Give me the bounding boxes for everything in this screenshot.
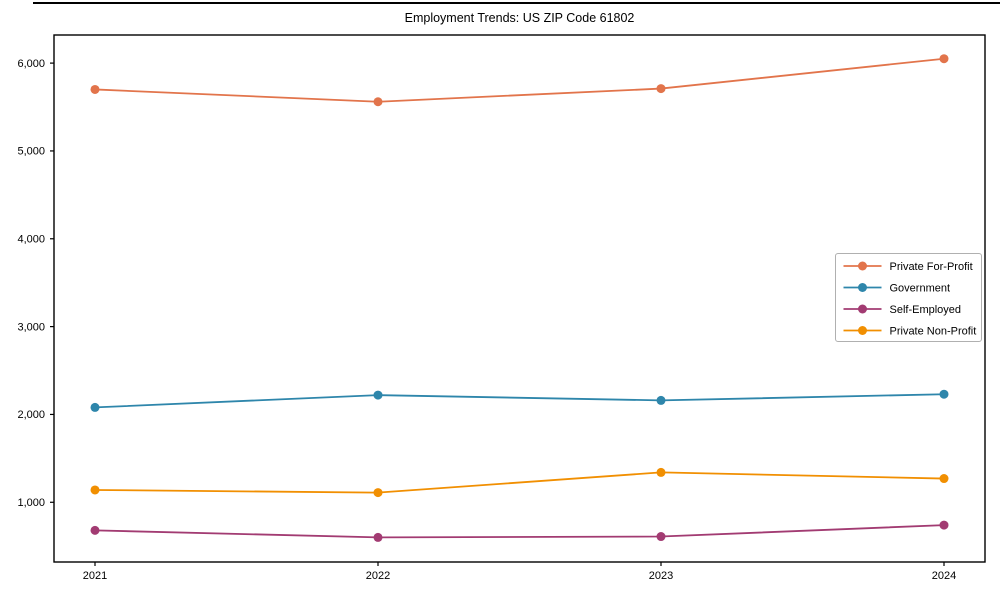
data-point-government	[939, 389, 949, 399]
data-point-private-for-profit	[373, 97, 383, 107]
window-top-border	[33, 2, 1000, 4]
legend-label-private-for-profit: Private For-Profit	[890, 261, 973, 273]
y-axis-tick-label: 6,000	[17, 58, 45, 70]
chart-title: Employment Trends: US ZIP Code 61802	[405, 11, 635, 25]
legend-label-self-employed: Self-Employed	[890, 304, 962, 316]
x-axis-tick-label: 2024	[932, 570, 956, 582]
legend-marker-self-employed	[858, 304, 867, 314]
y-axis-tick-label: 1,000	[17, 497, 45, 509]
series-line-government	[94, 393, 945, 409]
data-point-self-employed	[373, 532, 383, 542]
x-axis-tick-label: 2021	[83, 570, 107, 582]
legend-box	[835, 253, 982, 342]
legend-label-government: Government	[890, 282, 951, 294]
legend-marker-government	[858, 283, 867, 292]
y-axis-tick-label: 2,000	[17, 409, 45, 421]
legend-marker-private-non-profit	[858, 326, 867, 335]
plot-area-border	[53, 34, 986, 563]
data-point-private-for-profit	[939, 54, 949, 64]
data-point-self-employed	[656, 532, 666, 542]
data-point-private-non-profit	[939, 474, 949, 484]
data-point-private-non-profit	[90, 485, 100, 495]
data-point-private-for-profit	[90, 84, 100, 94]
data-point-self-employed	[939, 520, 949, 530]
legend-label-private-non-profit: Private Non-Profit	[890, 325, 977, 337]
x-axis-tick-label: 2023	[649, 570, 673, 582]
data-point-government	[656, 395, 666, 405]
y-axis-tick-label: 5,000	[17, 146, 45, 158]
data-point-government	[373, 390, 383, 400]
x-axis-tick-label: 2022	[366, 570, 390, 582]
data-point-private-non-profit	[373, 488, 383, 498]
series-line-private-non-profit	[94, 471, 945, 494]
data-point-government	[90, 402, 100, 412]
series-line-self-employed	[94, 524, 945, 539]
y-axis-tick-label: 3,000	[17, 321, 45, 333]
data-point-private-non-profit	[656, 467, 666, 477]
legend-marker-private-for-profit	[858, 261, 867, 271]
data-point-self-employed	[90, 525, 100, 535]
data-point-private-for-profit	[656, 84, 666, 94]
y-axis-tick-label: 4,000	[17, 234, 45, 246]
series-line-private-for-profit	[94, 57, 945, 103]
